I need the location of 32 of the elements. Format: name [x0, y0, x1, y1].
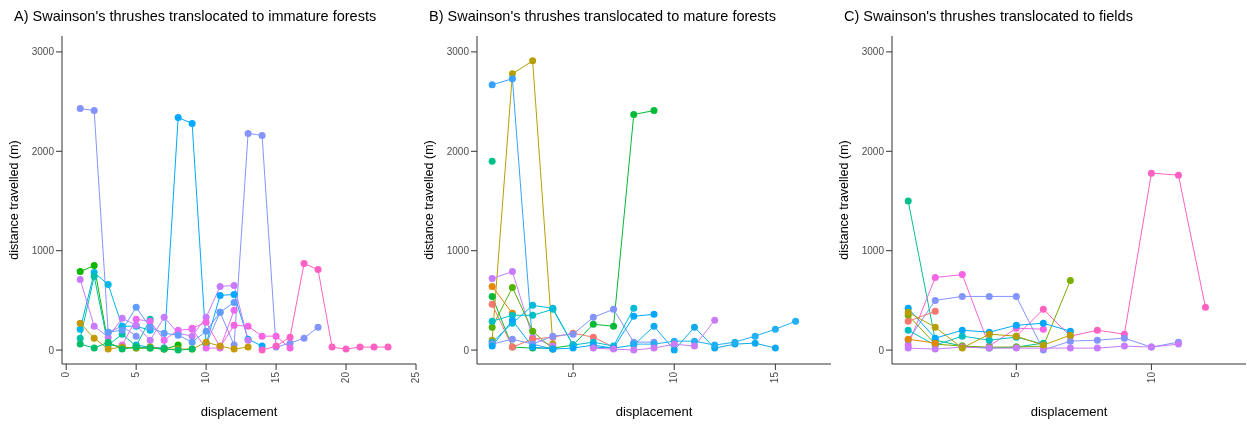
y-tick-label: 0 [463, 344, 470, 356]
y-tick-label: 3000 [31, 46, 55, 58]
y-tick-label: 1000 [31, 245, 55, 257]
chart-title: A) Swainson's thrushes translocated to immature forests [13, 8, 378, 26]
x-axis-title: displacement [200, 404, 278, 419]
x-axis-title: displacement [615, 404, 693, 419]
x-tick-label: 15 [769, 371, 781, 384]
y-tick-label: 2000 [446, 145, 470, 157]
x-axis-title: displacement [1030, 404, 1108, 419]
x-tick-label: 25 [410, 371, 422, 384]
x-tick-label: 5 [567, 371, 579, 378]
y-tick-label: 2000 [861, 145, 885, 157]
x-tick-label: 15 [270, 371, 282, 384]
y-axis-title: distance travelled (m) [7, 140, 22, 260]
x-tick-label: 10 [668, 371, 680, 384]
y-tick-label: 1000 [861, 245, 885, 257]
y-tick-label: 0 [878, 344, 885, 356]
y-axis-title: distance travelled (m) [837, 140, 852, 260]
x-tick-label: 5 [130, 371, 142, 378]
y-tick-label: 2000 [31, 145, 55, 157]
y-axis-title: distance travelled (m) [422, 140, 437, 260]
chart-title: B) Swainson's thrushes translocated to mature forests [428, 8, 777, 26]
y-tick-label: 3000 [446, 46, 470, 58]
x-tick-label: 20 [340, 371, 352, 384]
x-tick-label: 0 [60, 371, 72, 378]
x-tick-label: 5 [1010, 371, 1022, 378]
y-tick-label: 3000 [861, 46, 885, 58]
chart-title: C) Swainson's thrushes translocated to fields [843, 8, 1134, 26]
x-tick-label: 10 [200, 371, 212, 384]
y-tick-label: 0 [48, 344, 55, 356]
x-tick-label: 10 [1145, 371, 1157, 384]
y-tick-label: 1000 [446, 245, 470, 257]
